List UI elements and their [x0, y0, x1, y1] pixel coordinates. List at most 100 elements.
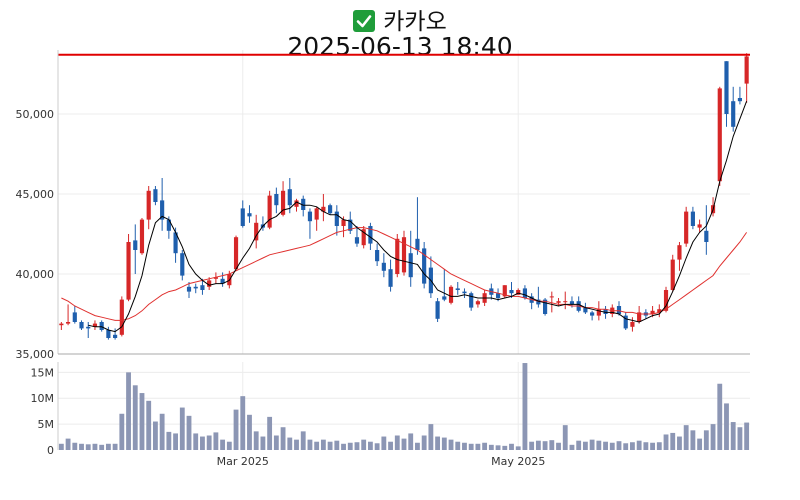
volume-bar: [320, 439, 326, 450]
candle-body: [59, 323, 64, 326]
candle-body: [616, 306, 622, 314]
volume-bar: [717, 383, 723, 450]
candle: [254, 214, 259, 249]
volume-bar: [105, 443, 111, 450]
candle: [737, 86, 743, 105]
candle: [59, 322, 64, 330]
candle-body: [549, 296, 554, 298]
candle-body: [475, 301, 480, 305]
volume-bar: [307, 439, 313, 450]
volume-bar: [415, 442, 420, 450]
volume-bar: [428, 424, 434, 450]
volume-bar: [381, 436, 387, 450]
volume-bar: [582, 441, 588, 450]
candle-body: [133, 240, 138, 250]
check-mark-icon: [353, 10, 376, 32]
volume-bar: [670, 432, 676, 450]
candle-body: [173, 232, 178, 254]
candle: [442, 269, 447, 302]
candle: [657, 304, 662, 318]
candle-body: [536, 299, 541, 305]
candle-body: [213, 277, 218, 279]
candle: [637, 306, 642, 324]
candle-body: [422, 248, 427, 284]
candle: [193, 283, 198, 294]
volume-bar: [509, 443, 514, 450]
candle: [368, 222, 373, 250]
candle-body: [186, 286, 192, 292]
volume-bar: [603, 441, 608, 450]
volume-bar: [126, 372, 131, 450]
volume-bar: [173, 433, 178, 450]
volume-bar: [79, 443, 84, 450]
candle: [328, 203, 333, 215]
volume-bar: [240, 396, 246, 450]
volume-bar: [401, 438, 407, 450]
candle-body: [462, 291, 467, 294]
x-tick-label: Mar 2025: [217, 455, 269, 468]
candle-body: [254, 222, 259, 241]
volume-bar: [683, 425, 689, 450]
volume-bar: [515, 446, 521, 450]
candle-body: [724, 61, 729, 114]
candle-body: [200, 285, 205, 290]
candle-body: [280, 190, 286, 215]
candle: [361, 226, 366, 249]
volume-bar: [643, 442, 649, 450]
candle: [119, 296, 124, 337]
volume-bar: [623, 443, 629, 450]
volume-bar: [112, 443, 118, 450]
candle-body: [408, 253, 413, 278]
volume-bar: [535, 440, 541, 450]
volume-bar: [280, 427, 286, 450]
volume-bar: [314, 441, 320, 450]
volume-bar: [99, 444, 105, 450]
candle-body: [166, 219, 171, 231]
candle: [408, 230, 413, 287]
price-tick-label: 45,000: [16, 188, 55, 201]
candle-body: [603, 309, 608, 314]
candle: [348, 211, 353, 234]
volume-bar: [656, 442, 662, 450]
volume-bar: [388, 441, 393, 450]
candle-body: [737, 98, 743, 102]
volume-bar: [421, 435, 427, 450]
volume-bar: [347, 442, 353, 450]
volume-bar: [253, 431, 259, 450]
candle-body: [180, 253, 185, 276]
volume-bar: [166, 431, 172, 450]
candle-body: [677, 245, 682, 260]
candle: [86, 322, 91, 338]
volume-bar: [435, 436, 441, 450]
candle: [220, 272, 225, 287]
candle: [563, 291, 568, 310]
candle-body: [220, 278, 225, 284]
candle-body: [160, 200, 165, 220]
candle-body: [361, 229, 366, 246]
volume-bar: [233, 409, 239, 450]
chart-subtitle: 2025-06-13 18:40: [287, 32, 513, 61]
candle: [704, 205, 709, 255]
candle-body: [267, 195, 272, 228]
candle: [354, 226, 360, 247]
candle-body: [630, 322, 635, 327]
candle: [448, 285, 454, 305]
candle-body: [86, 326, 91, 329]
candle-body: [294, 200, 299, 207]
candle: [180, 250, 185, 281]
volume-bar: [616, 441, 622, 450]
candle: [415, 197, 420, 255]
candle: [663, 286, 669, 313]
volume-bar: [179, 407, 185, 450]
candle-body: [119, 299, 124, 335]
candle-body: [435, 301, 440, 319]
candle-body: [623, 315, 628, 329]
candle: [469, 291, 474, 311]
candle: [549, 291, 554, 313]
candle: [126, 234, 131, 302]
volume-bar: [139, 393, 145, 450]
volume-bar: [273, 435, 279, 450]
chart-title: 카카오: [383, 9, 447, 35]
candle-body: [415, 238, 420, 250]
